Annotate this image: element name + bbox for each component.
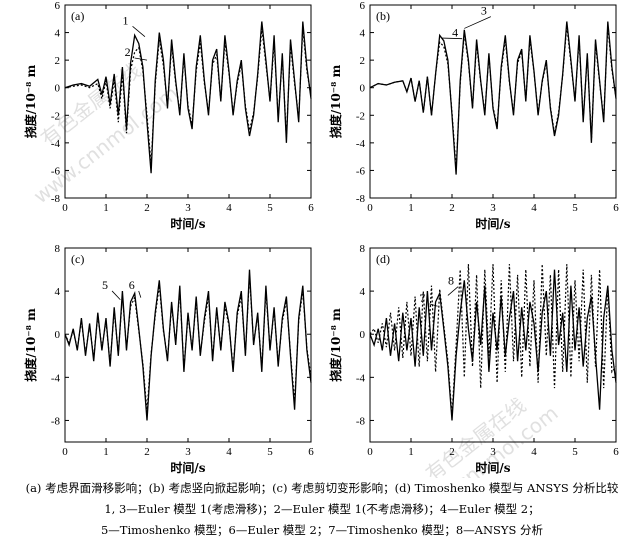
x-tick-label: 0 [367,446,373,458]
y-tick-label: 6 [360,0,366,12]
y-tick-label: -8 [51,415,61,427]
x-tick-label: 4 [226,202,232,214]
series-line-2 [369,264,617,416]
caption-line-1: (a) 考虑界面滑移影响；(b) 考虑竖向掀起影响；(c) 考虑剪切变形影响；(… [25,481,619,495]
series-line-2 [369,25,617,170]
y-tick-label: -6 [356,165,366,177]
x-tick-label: 1 [408,202,414,214]
chart-panel: 0 1 2 3 4 5 6 8 4 0 -4 -8 时间/s 挠度/10⁻⁸ m (c) 5 6 [23,243,314,475]
x-tick-label: 1 [103,446,109,458]
y-tick-label: 0 [360,83,366,95]
chart-panel: 0 1 2 3 4 5 6 6 4 2 0 -2 -4 -6 -8 时间/s 挠度/10⁻⁸ m (b) 3 4 [328,0,619,231]
y-tick-label: 0 [360,329,366,341]
annotation-label: 6 [129,278,135,292]
x-axis-label: 时间/s [170,460,205,475]
x-axis-label: 时间/s [475,216,510,231]
y-tick-label: 0 [55,329,61,341]
chart-panels: 0 1 2 3 4 5 6 6 4 2 0 -2 -4 -6 -8 时间/s 挠度/10⁻⁸ m (a) 1 2 0 1 2… [23,0,619,475]
series-line-1 [369,269,617,421]
y-tick-label: 4 [55,286,61,298]
y-tick-label: 4 [360,286,366,298]
y-axis-label: 挠度/10⁻⁸ m [328,308,343,382]
annotation-leader [429,303,438,307]
y-tick-label: 0 [55,83,61,95]
x-tick-label: 5 [267,446,273,458]
figure: 有色金属在线www.cnnmol.com有色金属在线www.cnnmol.com… [23,0,619,478]
annotation-leader [441,37,463,40]
y-tick-label: -2 [51,110,60,122]
chart-panel: 0 1 2 3 4 5 6 6 4 2 0 -2 -4 -6 -8 时间/s 挠度/10⁻⁸ m (a) 1 2 [23,0,314,231]
x-tick-label: 4 [226,446,232,458]
annotation-label: 8 [448,274,454,288]
panel-label: (a) [71,9,84,23]
x-axis-label: 时间/s [170,216,205,231]
panel-label: (b) [376,9,390,23]
series-line-1 [64,269,312,421]
y-tick-label: 4 [360,28,366,40]
x-axis-label: 时间/s [475,460,510,475]
annotation-leader [138,290,142,298]
y-tick-label: -8 [51,193,61,205]
y-tick-label: 4 [55,28,61,40]
x-tick-label: 3 [490,446,496,458]
figure-caption: (a) 考虑界面滑移影响；(b) 考虑竖向掀起影响；(c) 考虑剪切变形影响；(… [0,478,644,541]
annotation-leader [464,16,492,29]
x-tick-label: 6 [613,446,619,458]
x-tick-label: 3 [185,446,191,458]
x-tick-label: 2 [449,202,455,214]
annotation-leader [134,57,148,61]
annotation-label: 1 [123,13,129,27]
y-tick-label: -6 [51,165,61,177]
x-tick-label: 3 [490,202,496,214]
annotation-leader [447,286,459,296]
y-tick-label: 2 [360,55,366,67]
x-tick-label: 2 [144,202,150,214]
y-axis-label: 挠度/10⁻⁸ m [23,64,38,138]
x-tick-label: 3 [185,202,191,214]
x-tick-label: 6 [308,446,314,458]
annotation-label: 4 [452,26,458,40]
y-tick-label: 8 [360,243,366,255]
x-tick-label: 2 [144,446,150,458]
x-tick-label: 6 [613,202,619,214]
caption-line-3: 5—Timoshenko 模型；6—Euler 模型 2；7—Timoshenk… [100,523,544,537]
annotation-label: 3 [481,4,487,18]
x-tick-label: 4 [531,202,537,214]
x-tick-label: 5 [572,202,578,214]
y-tick-label: -4 [356,372,366,384]
x-tick-label: 5 [572,446,578,458]
series-line-2 [64,275,312,412]
x-tick-label: 6 [308,202,314,214]
chart-panel: 0 1 2 3 4 5 6 8 4 0 -4 -8 时间/s 挠度/10⁻⁸ m (d) 7 8 [328,243,619,475]
y-tick-label: 8 [55,243,61,255]
y-tick-label: -8 [356,193,366,205]
annotation-label: 5 [102,278,108,292]
series-line-2 [64,28,312,165]
y-tick-label: -2 [356,110,365,122]
x-tick-label: 1 [103,202,109,214]
y-tick-label: -4 [51,138,61,150]
y-tick-label: -4 [356,138,366,150]
y-axis-label: 挠度/10⁻⁸ m [328,64,343,138]
annotation-leader [132,25,146,38]
panel-label: (d) [376,252,390,266]
panel-label: (c) [71,252,84,266]
x-tick-label: 0 [62,446,68,458]
annotation-label: 7 [419,291,425,305]
y-tick-label: -4 [51,372,61,384]
y-tick-label: -8 [356,415,366,427]
x-tick-label: 1 [408,446,414,458]
x-tick-label: 4 [531,446,537,458]
x-tick-label: 5 [267,202,273,214]
caption-line-2: 1, 3—Euler 模型 1(考虑滑移)；2—Euler 模型 1(不考虑滑移… [104,502,540,516]
y-tick-label: 2 [55,55,61,67]
annotation-label: 2 [125,45,131,59]
x-tick-label: 2 [449,446,455,458]
annotation-leader [111,290,121,301]
y-tick-label: 6 [55,0,61,12]
x-tick-label: 0 [62,202,68,214]
y-axis-label: 挠度/10⁻⁸ m [23,308,38,382]
x-tick-label: 0 [367,202,373,214]
